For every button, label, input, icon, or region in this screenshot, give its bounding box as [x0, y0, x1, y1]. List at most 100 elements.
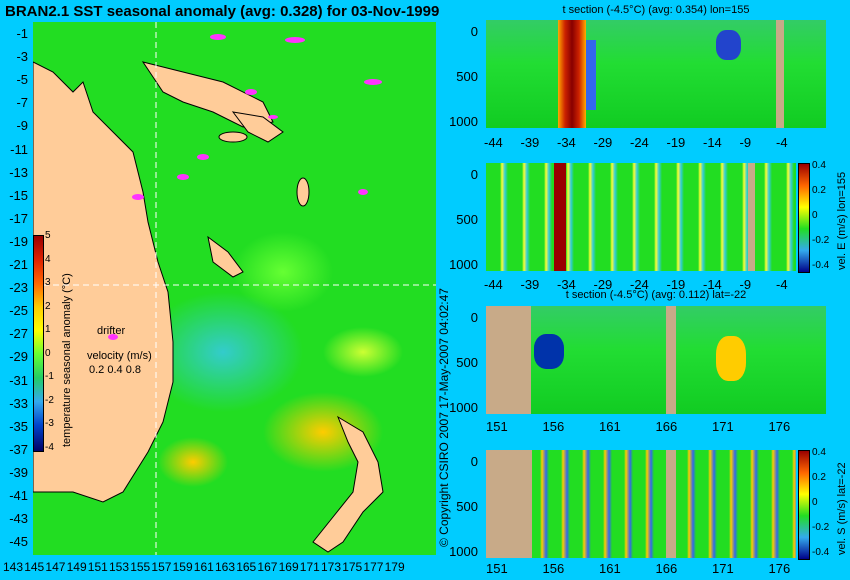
section-x-tick-label: 176 — [768, 561, 791, 576]
section-x-tick-label: -39 — [520, 277, 540, 292]
map-x-tick-label: 163 — [215, 560, 236, 574]
map-x-tick-label: 165 — [236, 560, 257, 574]
section-x-tick-label: -19 — [666, 135, 686, 150]
map-y-tick-label: -1 — [16, 26, 28, 41]
map-x-tick-label: 171 — [299, 560, 320, 574]
section4-colorbar — [798, 450, 810, 560]
map-x-tick-label: 147 — [45, 560, 66, 574]
vanuatu-islands — [296, 177, 310, 207]
section-colorbar-tick-label: -0.2 — [812, 235, 830, 246]
drifter-label: drifter — [97, 325, 126, 337]
solomon-islands — [218, 131, 248, 143]
map-x-tick-label: 149 — [66, 560, 87, 574]
section-colorbar-tick-label: 0 — [812, 497, 818, 508]
drifter-markers — [108, 34, 382, 340]
colorbar-tick-label: 0 — [45, 347, 51, 359]
section3-y-ticks: 0 500 1000 — [440, 306, 482, 415]
section2-side-label: vel. E (m/s) lon=155 — [836, 171, 848, 270]
map-colorbar-ticks: 5 4 3 2 1 0 -1 -2 -3 -4 — [45, 230, 59, 460]
section1-y-ticks: 0 500 1000 — [440, 20, 482, 129]
section-y-tick-label: 0 — [470, 167, 478, 182]
section3-land-mask — [486, 306, 531, 414]
map-x-tick-label: 179 — [384, 560, 405, 574]
section2-colorbar-ticks: 0.4 0.2 0 -0.2 -0.4 — [812, 160, 842, 275]
colorbar-tick-label: 4 — [45, 253, 51, 265]
section-x-tick-label: 161 — [599, 561, 621, 576]
section-x-tick-label: 151 — [486, 561, 508, 576]
section-x-tick-label: 166 — [655, 419, 678, 434]
colorbar-tick-label: -2 — [45, 394, 54, 406]
map-y-tick-label: -3 — [16, 49, 28, 65]
section-x-tick-label: -24 — [630, 277, 649, 292]
map-y-ticks: -1 -3 -5 -7 -9 -11 -13 -15 -17 -19 -21 -23 -25 -27 -29… — [0, 22, 30, 555]
map-y-tick-label: -11 — [10, 141, 28, 157]
map-colorbar — [33, 235, 44, 452]
section2-land-mask — [748, 163, 755, 271]
section-x-tick-label: 161 — [599, 419, 621, 434]
section-colorbar-tick-label: -0.4 — [812, 260, 830, 271]
section-x-tick-label: -4 — [776, 135, 788, 150]
section-y-tick-label: 500 — [456, 69, 478, 84]
map-x-tick-label: 155 — [130, 560, 151, 574]
section-y-tick-label: 1000 — [449, 544, 478, 559]
section1-title: t section (-4.5°C) (avg: 0.354) lon=155 — [562, 4, 750, 16]
map-y-tick-label: -41 — [9, 488, 28, 503]
sst-anomaly-map: 5 4 3 2 1 0 -1 -2 -3 -4 temperature seasonal anom… — [33, 22, 436, 555]
section4-land-mask — [486, 450, 532, 558]
section-x-tick-label: -44 — [484, 277, 503, 292]
section-x-tick-label: 176 — [768, 419, 791, 434]
section-x-tick-label: -24 — [630, 135, 649, 150]
section-x-tick-label: -44 — [484, 135, 503, 150]
section3-title: t section (-4.5°C) (avg: 0.112) lat=-22 — [565, 289, 747, 301]
section4-colorbar-ticks: 0.4 0.2 0 -0.2 -0.4 — [812, 447, 842, 562]
section-x-tick-label: -9 — [739, 135, 752, 150]
map-y-tick-label: -9 — [16, 118, 28, 134]
map-y-tick-label: -43 — [9, 511, 28, 527]
map-x-tick-label: 157 — [151, 560, 172, 574]
section-y-tick-label: 500 — [456, 499, 478, 514]
map-x-ticks: 143 145 147 149 151 153 155 157 159 161 163 165 167 1… — [3, 560, 443, 578]
section-x-tick-label: -39 — [520, 135, 540, 150]
section-colorbar-tick-label: 0.4 — [812, 447, 826, 458]
section1-cold-anomaly-2 — [716, 30, 741, 60]
map-y-tick-label: -19 — [9, 233, 28, 249]
map-y-tick-label: -25 — [9, 303, 28, 319]
section4-side-label: vel. S (m/s) lat=-22 — [836, 462, 848, 555]
section-colorbar-tick-label: 0.4 — [812, 160, 826, 171]
map-x-tick-label: 175 — [342, 560, 363, 574]
new-caledonia-landmass — [207, 235, 244, 278]
section2-y-ticks: 0 500 1000 — [440, 163, 482, 272]
map-y-tick-label: -33 — [9, 395, 28, 411]
section-x-tick-label: -4 — [776, 277, 788, 292]
map-y-tick-label: -29 — [9, 349, 28, 365]
map-y-tick-label: -45 — [9, 534, 28, 550]
section-x-tick-label: -14 — [703, 277, 722, 292]
map-y-tick-label: -15 — [9, 187, 28, 203]
map-x-tick-label: 161 — [193, 560, 214, 574]
map-x-tick-label: 159 — [172, 560, 193, 574]
section2-panel — [486, 163, 796, 271]
velocity-label: velocity (m/s) — [87, 350, 152, 362]
map-y-tick-label: -23 — [9, 280, 28, 296]
australia-landmass — [33, 61, 174, 503]
section-x-tick-label: -9 — [739, 277, 752, 292]
section-y-tick-label: 1000 — [449, 257, 478, 272]
colorbar-tick-label: -3 — [45, 418, 54, 429]
png-peninsula — [231, 111, 284, 143]
map-y-tick-label: -7 — [16, 95, 28, 111]
map-y-tick-label: -39 — [9, 464, 28, 480]
section-y-tick-label: 0 — [470, 454, 478, 469]
section-y-tick-label: 500 — [456, 355, 478, 370]
section1-warm-anomaly — [558, 20, 586, 128]
new-zealand-landmass — [312, 415, 384, 553]
map-y-tick-label: -37 — [9, 441, 28, 457]
section-x-tick-label: 151 — [486, 419, 508, 434]
map-y-tick-label: -17 — [9, 210, 28, 226]
section-x-tick-label: -29 — [593, 277, 613, 292]
section-y-tick-label: 0 — [470, 310, 478, 325]
colorbar-tick-label: 2 — [45, 300, 51, 312]
section-x-tick-label: 156 — [542, 419, 565, 434]
map-x-tick-label: 143 — [3, 560, 24, 574]
section3-x-ticks: 151 156 161 166 171 176 — [486, 419, 826, 437]
section3-panel — [486, 306, 826, 414]
